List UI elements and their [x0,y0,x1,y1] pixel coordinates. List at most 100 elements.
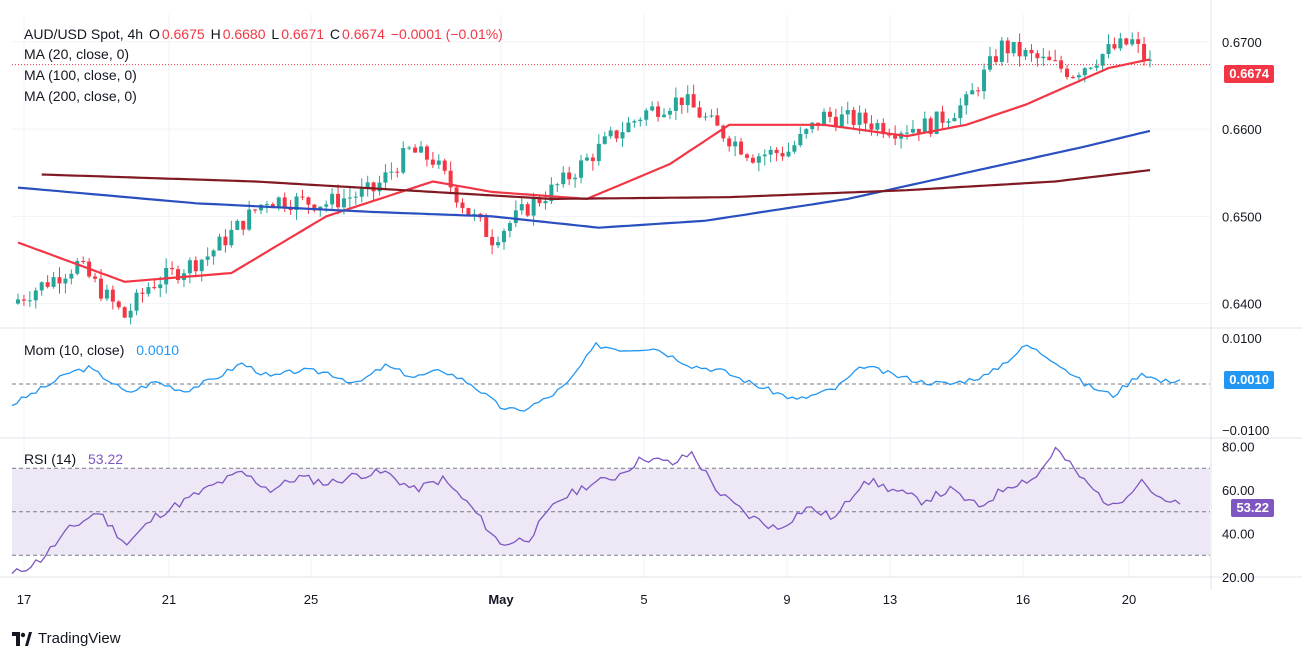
candle-body [395,171,400,173]
candle-body [419,146,424,153]
candle-body [336,193,341,208]
candle-body [110,289,115,302]
candle-body [620,132,625,139]
candle [952,112,957,122]
candle-body [193,260,198,272]
candle-body [282,197,287,208]
candle [561,166,566,188]
candle [709,109,714,118]
candle [863,108,868,132]
candle [353,191,358,205]
candle [75,258,80,276]
candle-body [715,115,720,126]
candle [45,275,50,289]
candle [176,265,181,284]
candle-body [116,301,121,308]
candle-body [1035,53,1040,59]
candle [205,247,210,266]
candle [667,107,672,120]
candle-body [81,261,86,263]
candle-body [247,209,252,230]
candle-body [448,170,453,188]
rsi-badge: 53.22 [1231,499,1274,517]
candle [134,289,139,316]
candle-body [584,157,589,161]
candle [211,249,216,265]
candle-body [958,105,963,119]
candle-body [839,114,844,127]
candle [146,282,151,297]
momentum-line [11,341,1181,412]
legend-ma100[interactable]: MA (100, close, 0) [24,67,137,83]
legend-ma20[interactable]: MA (20, close, 0) [24,46,130,62]
candle-body [964,94,969,106]
y-tick-label: 0.6700 [1222,35,1262,50]
x-tick-label: 5 [640,592,647,607]
candle [1053,49,1058,62]
candle [16,293,20,305]
candle [377,175,382,196]
candle [584,153,589,162]
candle-body [1023,49,1028,57]
candle [922,111,927,134]
x-tick-label: 20 [1122,592,1136,607]
candle [993,49,998,66]
candle [1005,37,1010,63]
candle-body [579,160,584,178]
candle-body [152,287,157,289]
candle-body [424,146,429,160]
candle-body [330,193,335,205]
candle [632,119,637,128]
candle [1070,75,1075,79]
candle-body [264,204,269,206]
candle-body [739,141,744,155]
candle-body [217,236,222,251]
rsi-line [11,446,1181,574]
candle [750,154,755,164]
candle-body [644,110,649,120]
candle-body [205,256,210,260]
candle-body [353,196,358,198]
candle-body [436,160,441,165]
candle-body [596,143,601,162]
momentum-tick-label: −0.0100 [1222,423,1269,438]
candle-body [928,118,933,135]
candle-body [750,157,755,163]
candle-body [608,130,613,137]
rsi-tick-label: 40.00 [1222,527,1255,542]
candle-body [970,90,975,95]
tradingview-logo[interactable]: TradingView [12,630,121,647]
candle [733,136,738,157]
candle-body [122,307,127,318]
candle [330,188,335,209]
rsi-legend[interactable]: RSI (14) 53.22 [24,451,125,467]
candle [442,158,447,175]
candle-body [16,299,20,304]
momentum-value: 0.0010 [136,342,180,358]
candle [644,108,649,126]
candle-body [827,111,832,117]
rsi-tick-label: 20.00 [1222,570,1255,585]
candle-body [1017,41,1022,57]
candle [774,147,779,162]
candle [217,233,222,251]
candle [827,107,832,123]
candle [306,196,311,214]
momentum-legend[interactable]: Mom (10, close) 0.0010 [24,342,181,358]
candle-body [359,187,364,197]
candle [81,256,86,264]
symbol-title: AUD/USD Spot, 4h [24,26,144,42]
candle-body [128,310,133,318]
candle [697,100,702,119]
candle-body [916,128,921,134]
candle-body [1142,43,1147,60]
candle-body [241,220,246,230]
candle-body [324,204,329,207]
candle [1023,47,1028,60]
legend-ma200[interactable]: MA (200, close, 0) [24,88,137,104]
candle [875,119,880,137]
candle-body [1082,68,1087,76]
candle-body [703,116,708,118]
y-tick-label: 0.6500 [1222,209,1262,224]
